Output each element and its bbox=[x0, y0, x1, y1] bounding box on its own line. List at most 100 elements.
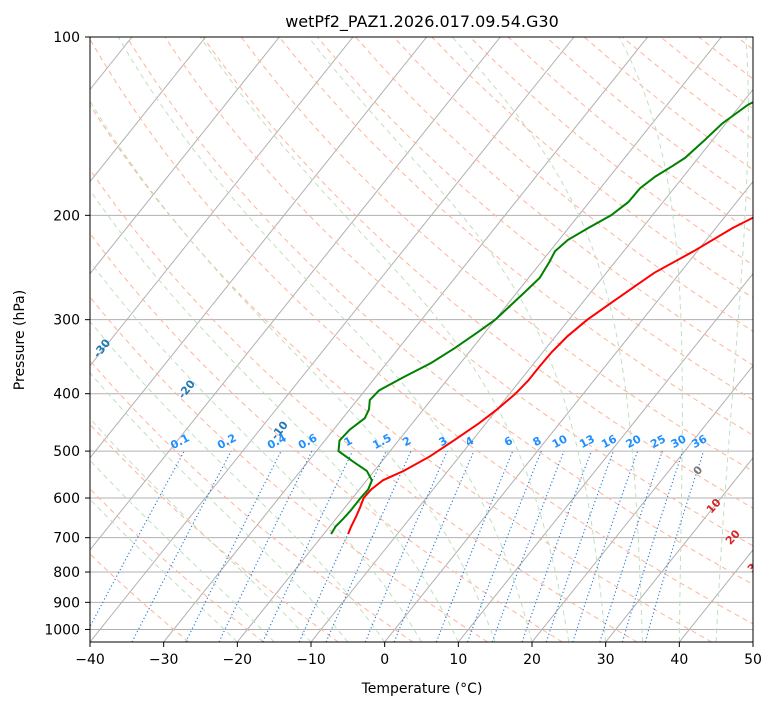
chart-title: wetPf2_PAZ1.2026.017.09.54.G30 bbox=[285, 12, 559, 32]
mixing-ratio-label: 13 bbox=[577, 432, 597, 451]
dry-adiabat-line bbox=[90, 38, 753, 625]
y-tick-label: 600 bbox=[53, 491, 80, 507]
y-tick-label: 700 bbox=[53, 531, 80, 547]
isotherm-line bbox=[90, 37, 354, 367]
dewpoint-profile-line bbox=[330, 101, 753, 535]
dry-adiabat-label: -30 bbox=[91, 336, 114, 360]
dry-adiabat-line bbox=[469, 37, 753, 266]
moist-adiabat-line bbox=[117, 37, 533, 642]
moist-adiabat-line bbox=[90, 417, 312, 642]
y-tick-label: 300 bbox=[53, 313, 80, 329]
mixing-ratio-line bbox=[599, 450, 663, 642]
moist-adiabat-line bbox=[90, 320, 386, 642]
plot-area bbox=[0, 37, 753, 642]
dry-adiabat-line bbox=[90, 168, 638, 642]
x-tick-label: 30 bbox=[597, 652, 615, 668]
dry-adiabat-line bbox=[90, 296, 488, 642]
x-tick-label: −30 bbox=[149, 652, 179, 668]
dry-adiabat-line bbox=[431, 37, 753, 299]
isotherm-line bbox=[457, 272, 753, 642]
mixing-ratio-line bbox=[572, 450, 639, 642]
moist-adiabat-line bbox=[715, 37, 749, 642]
dry-adiabat-line bbox=[507, 37, 753, 234]
x-tick-label: 0 bbox=[380, 652, 389, 668]
x-tick-label: 40 bbox=[670, 652, 688, 668]
mixing-ratio-label: 36 bbox=[690, 432, 710, 451]
isotherm-line bbox=[90, 37, 207, 183]
mixing-ratio-label: 1.5 bbox=[370, 431, 393, 452]
mixing-ratio-line bbox=[491, 450, 565, 642]
dry-adiabat-line bbox=[545, 37, 753, 202]
x-tick-label: 50 bbox=[744, 652, 762, 668]
dry-adiabat-line bbox=[202, 37, 753, 509]
moist-adiabat-label: 10 bbox=[704, 496, 724, 516]
y-tick-label: 900 bbox=[53, 595, 80, 611]
mixing-ratio-label: 30 bbox=[669, 432, 689, 451]
x-tick-label: −10 bbox=[296, 652, 326, 668]
dry-adiabat-line bbox=[393, 37, 753, 332]
mixing-ratio-label: 3 bbox=[437, 434, 450, 449]
dry-adiabat-line bbox=[90, 359, 414, 642]
dry-adiabat-line bbox=[164, 37, 753, 547]
dry-adiabat-line bbox=[583, 37, 753, 171]
moist-adiabat-line bbox=[90, 372, 349, 642]
y-tick-label: 400 bbox=[53, 387, 80, 403]
moist-adiabat-line bbox=[618, 37, 683, 642]
dry-adiabat-line bbox=[317, 37, 753, 401]
mixing-ratio-label: 0.2 bbox=[215, 431, 238, 452]
y-tick-label: 500 bbox=[53, 444, 80, 460]
isotherm-line bbox=[384, 180, 753, 642]
plot-frame bbox=[89, 36, 754, 643]
dry-adiabat-line bbox=[90, 423, 339, 642]
x-tick-label: −20 bbox=[223, 652, 253, 668]
isotherm-line bbox=[90, 37, 280, 275]
x-tick-label: −40 bbox=[75, 652, 105, 668]
y-tick-label: 100 bbox=[53, 30, 80, 46]
mixing-ratio-label: 16 bbox=[599, 432, 619, 451]
isotherm-line bbox=[531, 364, 753, 642]
mixing-ratio-line bbox=[90, 450, 185, 628]
axes: −40 −30 −20 −10 0 10 20 30 40 5010020030040050060… bbox=[44, 30, 762, 668]
x-tick-label: 20 bbox=[523, 652, 541, 668]
mixing-ratio-label: 1 bbox=[342, 434, 355, 449]
dry-adiabat-line bbox=[278, 37, 753, 436]
mixing-ratio-label: 10 bbox=[550, 432, 570, 451]
dry-adiabat-line bbox=[90, 488, 264, 642]
x-axis-label: Temperature (°C) bbox=[361, 681, 483, 697]
moist-adiabat-label: 30 bbox=[745, 555, 765, 575]
dry-adiabat-line bbox=[698, 37, 753, 80]
mixing-ratio-line bbox=[325, 450, 412, 642]
dry-adiabat-line bbox=[90, 232, 563, 642]
mixing-ratio-line bbox=[545, 450, 614, 642]
moist-adiabat-line bbox=[199, 37, 570, 642]
isotherm-line bbox=[0, 37, 58, 642]
moist-adiabat-label: 40 bbox=[769, 580, 775, 600]
isotherm-line bbox=[163, 37, 649, 642]
mixing-ratio-label: 4 bbox=[463, 434, 476, 449]
mixing-ratio-line bbox=[621, 450, 684, 642]
isotherm-line bbox=[678, 549, 753, 642]
moist-adiabat-line bbox=[90, 260, 422, 642]
mixing-ratio-line bbox=[262, 450, 353, 642]
isotherm-line bbox=[90, 37, 428, 459]
y-axis-label: Pressure (hPa) bbox=[12, 290, 28, 390]
isotherm-line bbox=[236, 37, 722, 642]
dry-adiabat-line bbox=[90, 104, 712, 642]
temperature-profile-line bbox=[347, 216, 753, 535]
mixing-ratio-line bbox=[364, 450, 448, 642]
mixing-ratio-line bbox=[185, 450, 282, 642]
mixing-ratio-line bbox=[466, 450, 542, 642]
mixing-ratio-label: 0.6 bbox=[296, 431, 320, 452]
mixing-ratio-line bbox=[644, 450, 705, 642]
moist-adiabat-line bbox=[451, 37, 643, 642]
mixing-ratio-label: 6 bbox=[502, 434, 515, 449]
isotherm-line bbox=[605, 457, 753, 642]
mixing-ratio-label: 20 bbox=[624, 432, 644, 451]
mixing-ratio-label: 25 bbox=[648, 432, 668, 451]
y-tick-label: 200 bbox=[53, 208, 80, 224]
x-tick-label: 10 bbox=[449, 652, 467, 668]
isotherm-line bbox=[752, 641, 753, 642]
moist-adiabat-line bbox=[307, 37, 607, 642]
mixing-ratio-line bbox=[218, 450, 313, 642]
